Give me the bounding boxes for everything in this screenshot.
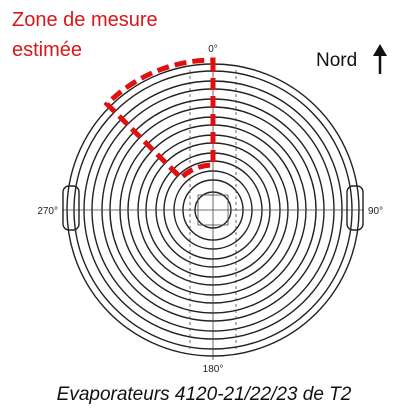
angle-label: 0° <box>208 44 218 55</box>
side-lug <box>62 185 80 231</box>
measure-zone <box>103 57 216 182</box>
north-label: Nord <box>316 50 357 71</box>
angle-label: 90° <box>368 206 383 217</box>
caption: Evaporateurs 4120-21/22/23 de T2 <box>57 384 352 405</box>
angle-label: 180° <box>203 364 224 375</box>
zone-label: estimée <box>12 39 82 61</box>
angle-label: 270° <box>37 206 58 217</box>
side-lug <box>346 185 364 231</box>
north-arrow <box>373 44 387 74</box>
zone-label: Zone de mesure <box>12 9 158 31</box>
